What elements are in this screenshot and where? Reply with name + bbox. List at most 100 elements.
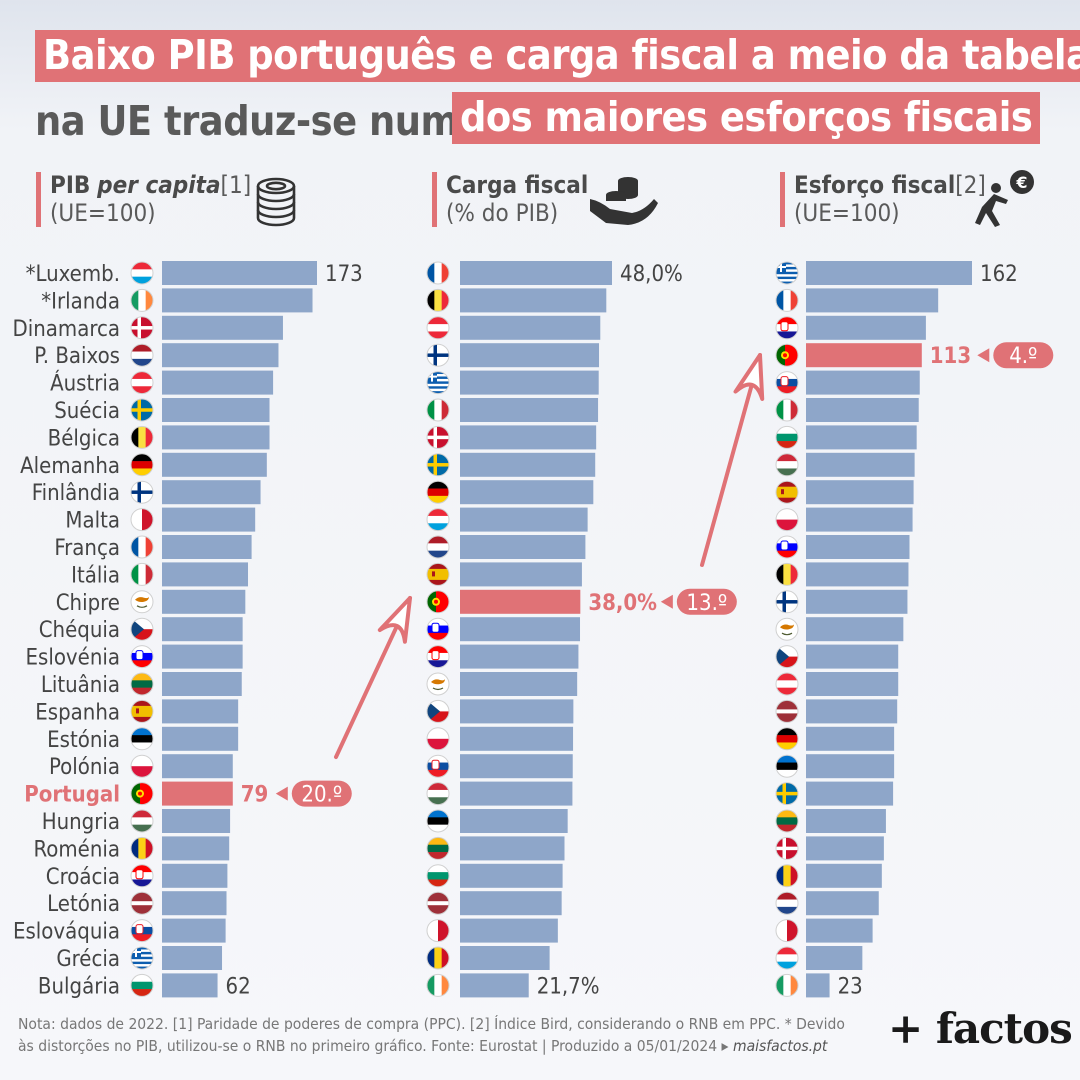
flag-sk-icon bbox=[426, 754, 450, 778]
flag-fr-icon bbox=[426, 261, 450, 285]
header-pib: PIB per capita[1] (UE=100) bbox=[36, 171, 252, 228]
flag-pl-icon bbox=[130, 754, 154, 778]
category-label: *Luxemb. bbox=[26, 262, 120, 287]
bar bbox=[806, 535, 910, 559]
bar bbox=[460, 343, 600, 368]
bar bbox=[162, 726, 239, 751]
bar bbox=[460, 370, 599, 395]
bar bbox=[460, 589, 581, 614]
flag-sk-icon bbox=[775, 371, 799, 395]
flag-hu-icon bbox=[426, 782, 450, 806]
arrow-carga-to-esforco bbox=[700, 353, 765, 567]
header-esforco: Esforço fiscal[2] (UE=100) bbox=[780, 171, 986, 228]
category-label: Bulgária bbox=[38, 974, 120, 999]
flag-it-icon bbox=[775, 398, 799, 422]
bar bbox=[162, 261, 317, 285]
flag-cz-icon bbox=[130, 617, 154, 641]
bar bbox=[162, 672, 242, 696]
chart-2: 48,0% 38,0% 13.º 21,7% bbox=[426, 261, 737, 999]
flag-si-icon bbox=[426, 617, 450, 641]
brand-logo: + factos bbox=[888, 1004, 1073, 1053]
hand-coins-icon bbox=[590, 177, 658, 225]
rank-pointer bbox=[660, 594, 673, 609]
bar bbox=[460, 726, 574, 751]
flag-lt-icon bbox=[775, 809, 799, 833]
bar bbox=[460, 480, 594, 505]
value-label: 162 bbox=[980, 262, 1018, 287]
flag-at-icon bbox=[130, 371, 154, 395]
flag-lu-icon bbox=[775, 946, 799, 970]
bar bbox=[162, 973, 218, 998]
flag-se-icon bbox=[130, 398, 154, 422]
bar bbox=[460, 863, 563, 888]
flag-it-icon bbox=[130, 562, 154, 586]
bar bbox=[460, 836, 565, 861]
flag-lv-icon bbox=[130, 891, 154, 915]
category-label: Letónia bbox=[47, 892, 120, 917]
bar bbox=[806, 726, 895, 751]
bar bbox=[162, 425, 270, 450]
bar bbox=[806, 863, 882, 888]
category-label: Polónia bbox=[49, 755, 120, 780]
footer-note-text: Nota: dados de 2022. [1] Paridade de pod… bbox=[18, 1015, 845, 1056]
flag-gr-icon bbox=[130, 946, 154, 970]
category-label: França bbox=[54, 536, 120, 561]
category-label: Eslováquia bbox=[13, 920, 120, 945]
bar bbox=[806, 425, 917, 450]
svg-text:€: € bbox=[1015, 173, 1027, 192]
bar bbox=[460, 452, 596, 477]
rank-pill bbox=[291, 780, 352, 807]
header-carga-bold: Carga fiscal bbox=[446, 171, 589, 199]
bar bbox=[162, 398, 270, 422]
bar bbox=[460, 425, 597, 450]
flag-ie-icon bbox=[426, 973, 450, 997]
flag-nl-icon bbox=[130, 343, 154, 367]
flag-be-icon bbox=[130, 425, 154, 449]
footer-site[interactable]: maisfactos.pt bbox=[732, 1037, 828, 1056]
flag-ee-icon bbox=[426, 809, 450, 833]
category-label: Bélgica bbox=[48, 426, 120, 451]
flag-cz-icon bbox=[426, 699, 450, 723]
rank-label: 20.º bbox=[301, 783, 342, 808]
flag-be-icon bbox=[775, 562, 799, 586]
flag-hu-icon bbox=[775, 453, 799, 477]
header-pib-ref: [1] bbox=[220, 171, 252, 199]
flag-hr-icon bbox=[130, 864, 154, 888]
bar bbox=[806, 891, 879, 916]
flag-ro-icon bbox=[130, 836, 154, 860]
bar bbox=[806, 480, 914, 505]
bar bbox=[460, 617, 581, 642]
flag-mt-icon bbox=[775, 919, 799, 943]
category-label: Roménia bbox=[33, 837, 120, 862]
bar bbox=[806, 699, 898, 724]
category-label: Estónia bbox=[47, 728, 120, 753]
value-label: 23 bbox=[838, 974, 863, 999]
value-label: 113 bbox=[930, 344, 971, 369]
flag-pt-icon bbox=[130, 782, 154, 806]
flag-si-icon bbox=[775, 535, 799, 559]
bar bbox=[806, 589, 908, 614]
flag-de-icon bbox=[130, 453, 154, 477]
category-label: P. Baixos bbox=[34, 344, 120, 369]
flag-es-icon bbox=[426, 562, 450, 586]
bar bbox=[806, 973, 830, 998]
bar bbox=[162, 315, 283, 340]
flag-mt-icon bbox=[426, 919, 450, 943]
bar bbox=[460, 699, 574, 724]
bar bbox=[806, 452, 915, 477]
rank-pill bbox=[993, 342, 1054, 369]
bar bbox=[806, 644, 899, 669]
bar bbox=[460, 781, 573, 806]
bar bbox=[460, 261, 612, 285]
bar bbox=[460, 562, 582, 587]
bar bbox=[162, 699, 239, 724]
rank-pointer bbox=[275, 786, 288, 801]
flag-fi-icon bbox=[130, 480, 154, 504]
category-label: *Irlanda bbox=[41, 289, 120, 314]
flag-pl-icon bbox=[426, 727, 450, 751]
flag-at-icon bbox=[426, 316, 450, 340]
bar bbox=[460, 946, 550, 970]
flag-lt-icon bbox=[130, 672, 154, 696]
chart-3: 162 113 4.º 23 bbox=[775, 261, 1054, 999]
